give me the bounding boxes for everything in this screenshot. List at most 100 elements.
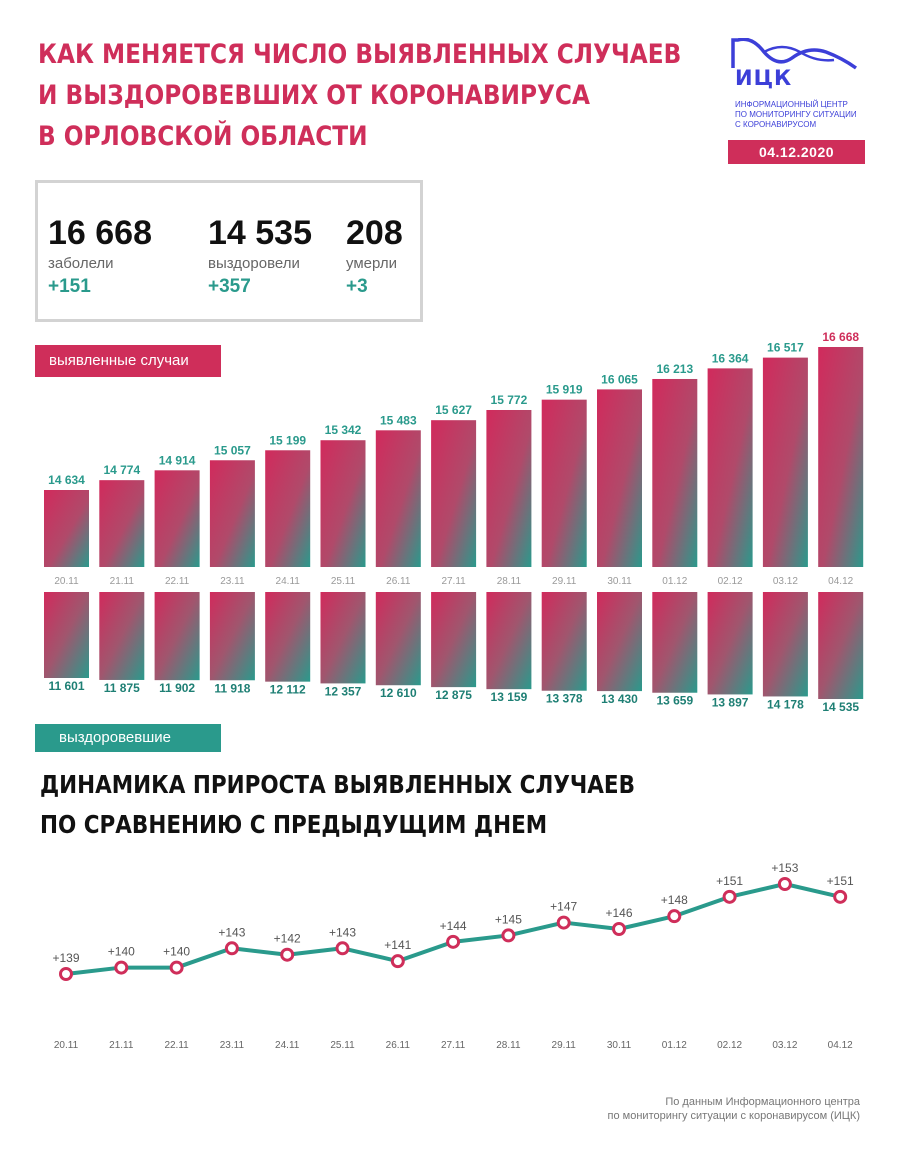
recovered-value-label: 13 659 [656,694,693,708]
cases-value-label: 15 919 [546,383,583,397]
cases-bar [44,490,89,567]
recovered-value-label: 14 535 [822,700,859,714]
recovered-bar [431,592,477,688]
growth-chart-title: ДИНАМИКА ПРИРОСТА ВЫЯВЛЕННЫХ СЛУЧАЕВ ПО … [40,765,635,845]
recovered-delta: +357 [208,276,251,297]
deaths-label: умерли [346,255,397,272]
logo-wave-icon [731,38,858,70]
recovered-bar [597,592,642,692]
cases-bar [375,430,421,567]
growth-point [280,947,295,962]
growth-date-label: 04.12 [828,1040,853,1051]
recovered-bar [652,592,698,693]
cases-date-label: 21.11 [110,576,135,587]
cases-value-label: 15 342 [325,423,362,437]
cases-bar [486,409,532,567]
growth-date-label: 24.11 [275,1040,300,1051]
growth-value-label: +146 [605,906,632,920]
recovered-value-label: 14 178 [767,697,804,711]
recovered-value-label: 12 357 [325,684,362,698]
cases-bar [707,368,753,567]
cases-date-label: 30.11 [607,576,632,587]
growth-point [446,934,461,949]
footer-line-1: По данным Информационного центра [665,1096,860,1108]
cases-bar [209,460,255,567]
growth-value-label: +139 [52,951,79,965]
growth-value-label: +147 [550,900,577,914]
subtitle-line-2: ПО СРАВНЕНИЮ С ПРЕДЫДУЩИМ ДНЕМ [40,810,548,839]
growth-date-label: 28.11 [496,1040,521,1051]
growth-point [335,941,350,956]
cases-value-label: 15 057 [214,443,251,457]
cases-value-label: 15 483 [380,413,417,427]
recovered-value-label: 11 918 [214,681,250,695]
growth-date-label: 03.12 [772,1040,797,1051]
cases-bar [818,347,864,567]
cases-bar [652,378,698,567]
growth-point [667,909,682,924]
growth-value-label: +142 [274,932,301,946]
growth-date-label: 26.11 [386,1040,411,1051]
cases-date-label: 25.11 [331,576,356,587]
recovered-value-label: 13 378 [546,692,583,706]
recovered-value-label: 11 902 [159,681,195,695]
cases-bar [154,470,200,567]
growth-point [612,922,626,936]
cases-date-label: 24.11 [276,576,301,587]
title-line-2: И ВЫЗДОРОВЕВШИХ ОТ КОРОНАВИРУСА [38,80,590,111]
growth-point [556,915,571,930]
cases-value-label: 16 364 [712,351,749,365]
cases-value-label: 16 517 [767,341,804,355]
growth-point [501,928,516,943]
recovered-bar [44,592,89,678]
recovered-bar [265,592,311,682]
cases-date-label: 29.11 [552,576,577,587]
recovered-series-label: выздоровевшие [35,724,221,752]
stat-cases: 16 668 заболели +151 [48,213,152,298]
cases-value-label: 16 213 [656,362,693,376]
cases-value-label: 14 774 [103,463,140,477]
cases-value-label: 14 914 [159,453,196,467]
growth-date-label: 01.12 [662,1040,687,1051]
growth-value-label: +148 [661,893,688,907]
growth-point [59,967,73,981]
source-footnote: По данным Информационного центра по мони… [608,1095,860,1123]
recovered-bar [486,592,532,690]
cases-value-label: 16 065 [601,372,638,386]
growth-value-label: +151 [827,874,854,888]
cases-bar [597,389,642,567]
growth-point [390,954,405,969]
growth-date-label: 23.11 [220,1040,245,1051]
footer-line-2: по мониторингу ситуации с коронавирусом … [607,1110,860,1122]
recovered-value: 14 535 [208,214,312,252]
growth-point [169,960,184,975]
cases-bar [265,450,311,567]
cases-bar [431,420,477,567]
growth-point [114,960,129,975]
growth-date-label: 02.12 [717,1040,742,1051]
cases-label: заболели [48,255,114,272]
growth-date-label: 27.11 [441,1040,466,1051]
recovered-bar [375,592,421,686]
growth-date-label: 20.11 [54,1040,79,1051]
cases-bar-chart: 14 634 20.11 14 774 21.11 14 914 22.11 15 057 2… [44,330,864,587]
recovered-value-label: 13 430 [601,692,638,706]
growth-value-label: +143 [329,925,356,939]
growth-date-label: 22.11 [164,1040,189,1051]
cases-bar [541,399,587,567]
growth-value-label: +151 [716,874,743,888]
cases-value-label: 14 634 [48,473,85,487]
recovered-bar [320,592,366,684]
cases-value-label: 16 668 [822,330,859,344]
recovered-value-label: 12 112 [270,683,306,697]
logo-sub-line-1: Информационный центр [735,100,848,109]
logo: ИЦК [735,66,793,90]
recovered-value-label: 13 897 [712,695,749,709]
title-line-3: В ОРЛОВСКОЙ ОБЛАСТИ [38,121,368,152]
cases-date-label: 01.12 [662,576,687,587]
cases-date-label: 02.12 [718,576,743,587]
growth-point [722,889,737,904]
growth-value-label: +153 [771,861,798,875]
subtitle-line-1: ДИНАМИКА ПРИРОСТА ВЫЯВЛЕННЫХ СЛУЧАЕВ [40,770,635,799]
